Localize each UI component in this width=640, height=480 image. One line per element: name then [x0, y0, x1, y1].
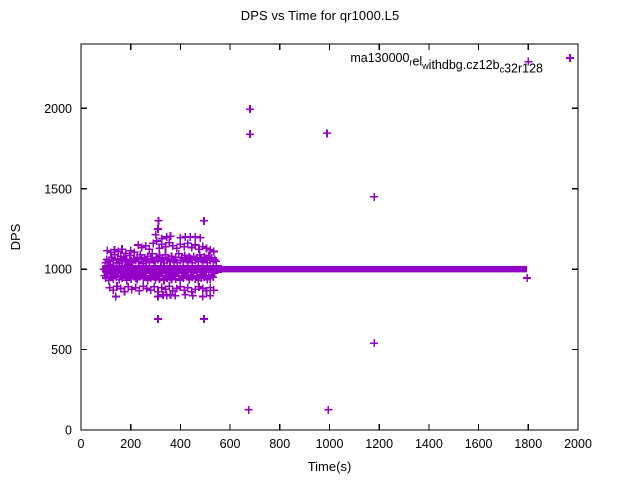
x-tick-label: 800	[269, 437, 290, 451]
data-points	[99, 57, 533, 414]
y-tick-label: 500	[51, 343, 72, 357]
x-tick-label: 1000	[316, 437, 344, 451]
x-tick-label: 1400	[415, 437, 443, 451]
x-axis-label: Time(s)	[308, 459, 352, 474]
y-tick-label: 2000	[44, 102, 72, 116]
y-tick-label: 1000	[44, 263, 72, 277]
y-tick-label: 0	[65, 424, 72, 438]
legend: ma130000relwithdbg.cz12bc32r128	[350, 51, 574, 76]
page-title: DPS vs Time for qr1000.L5	[240, 8, 400, 23]
x-tick-label: 0	[78, 437, 85, 451]
x-tick-label: 1600	[465, 437, 493, 451]
x-tick-label: 400	[170, 437, 191, 451]
legend-label: ma130000relwithdbg.cz12bc32r128	[350, 51, 543, 76]
x-tick-label: 1800	[514, 437, 542, 451]
x-tick-label: 600	[220, 437, 241, 451]
y-tick-label: 1500	[44, 182, 72, 196]
x-tick-label: 1200	[365, 437, 393, 451]
x-tick-label: 2000	[564, 437, 592, 451]
axes: 0 500 1000 1500 2000 0 200 400 600 800 1000 1200 140…	[8, 43, 592, 474]
y-axis-label: DPS	[8, 223, 23, 250]
x-tick-label: 200	[120, 437, 141, 451]
